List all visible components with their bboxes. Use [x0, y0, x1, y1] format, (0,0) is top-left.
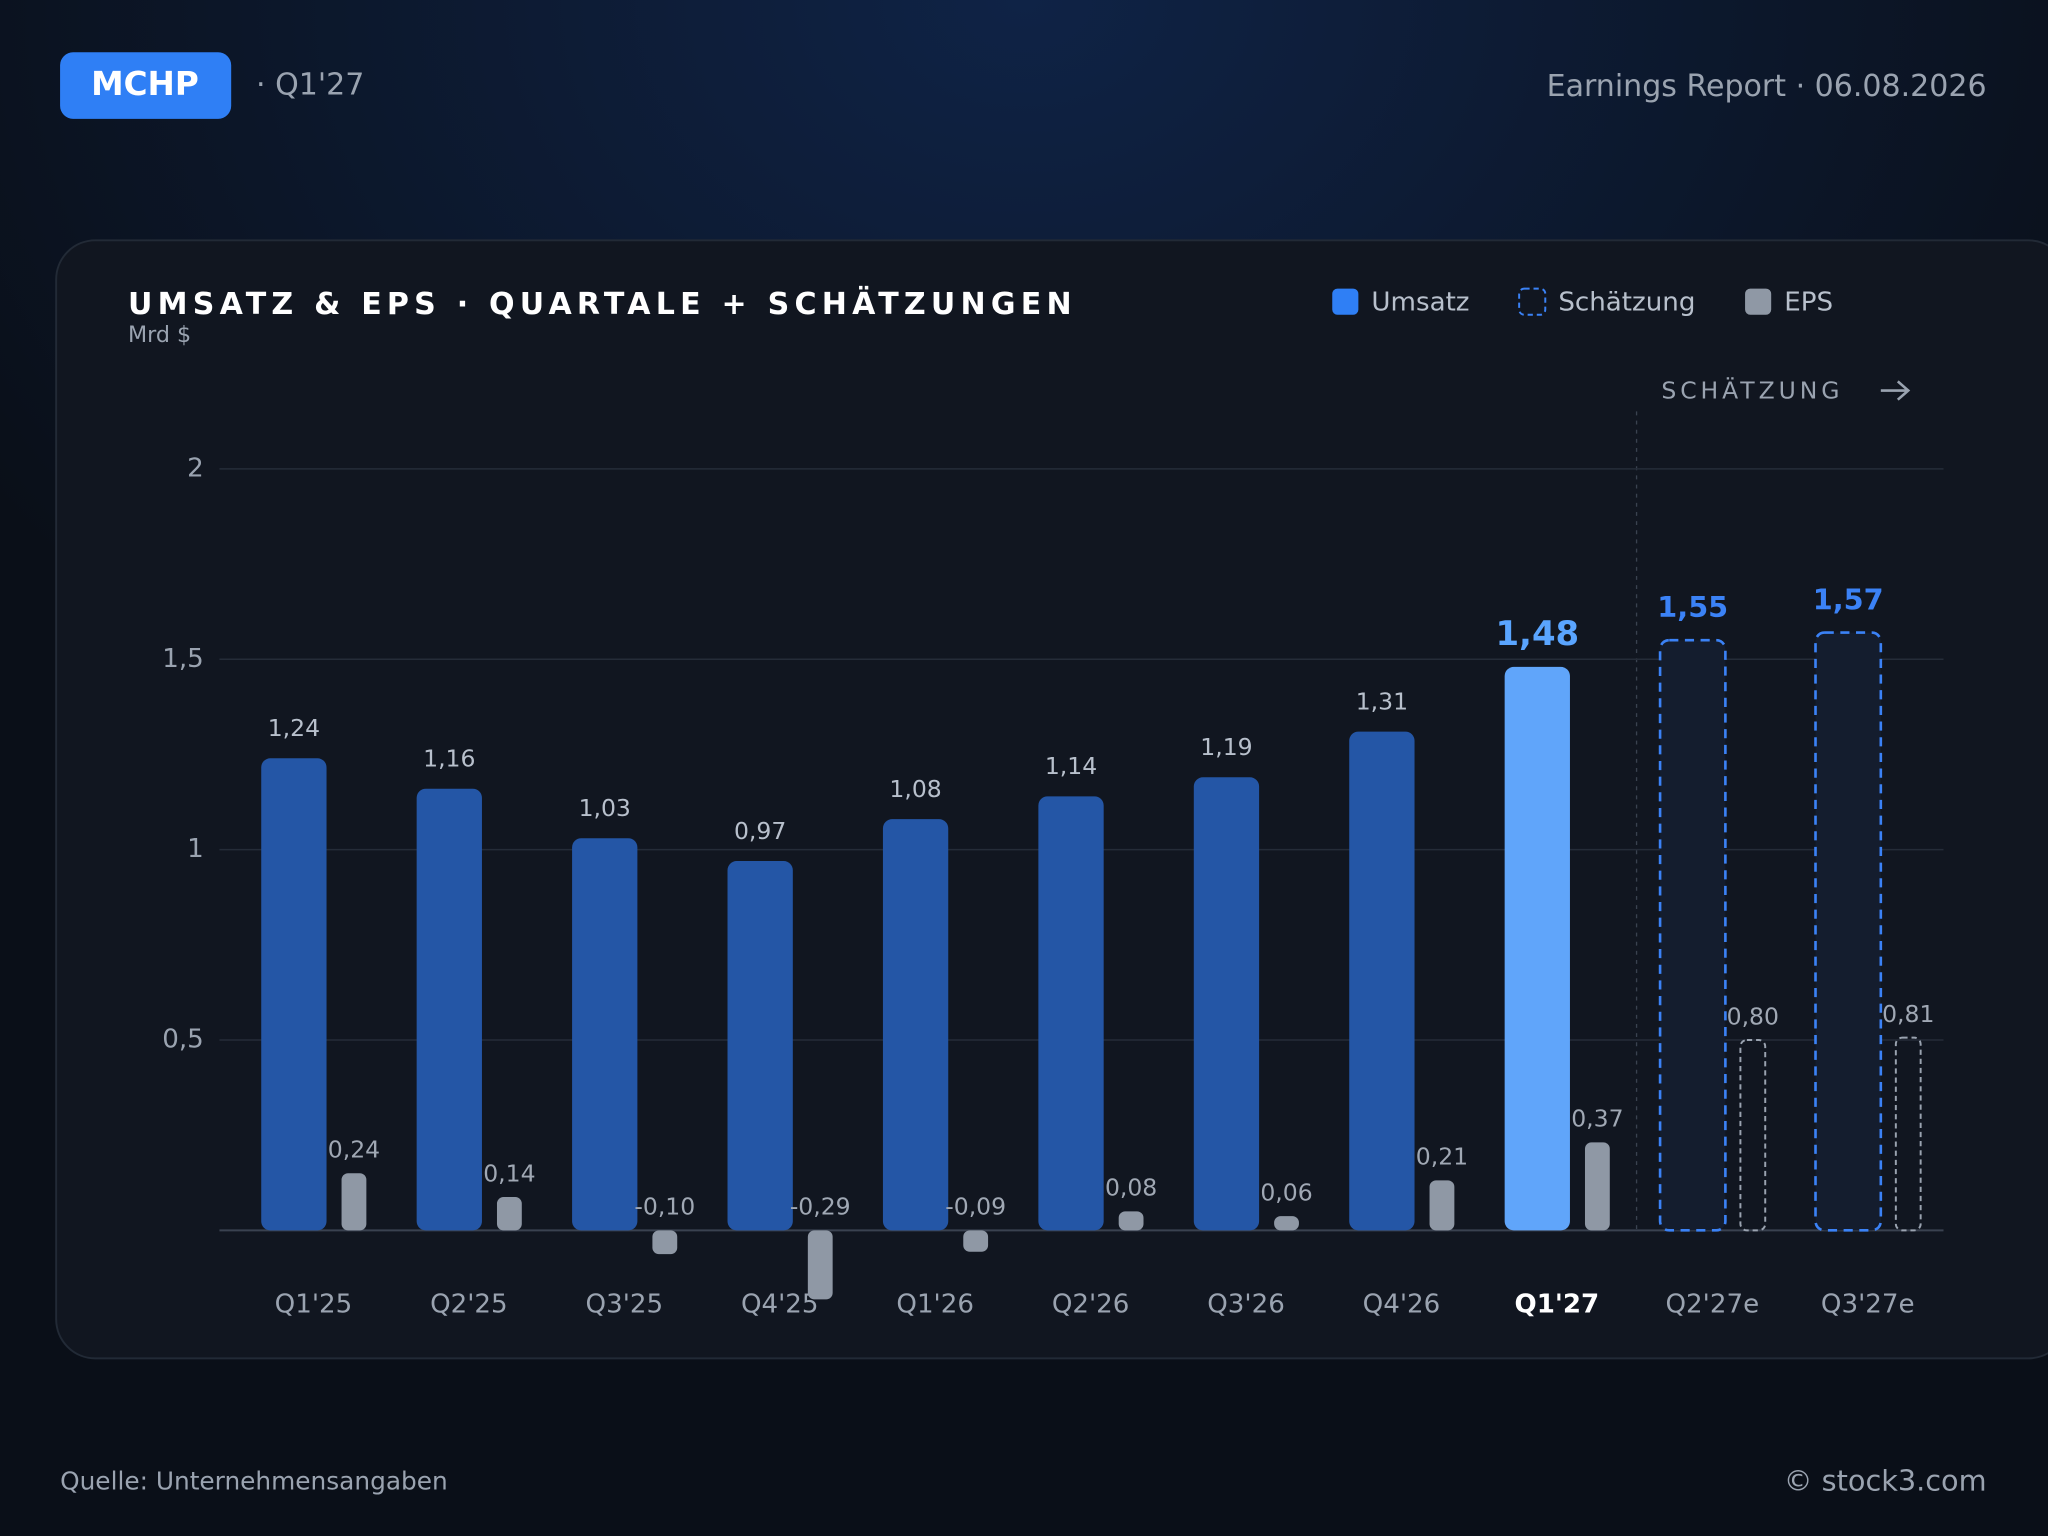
y-tick-label: 0,5 [162, 1025, 204, 1055]
value-label: 1,08 [889, 775, 941, 803]
eps-bar [1894, 1036, 1922, 1232]
legend-label: Schätzung [1558, 288, 1695, 318]
eps-bar [652, 1230, 678, 1255]
y-tick-label: 2 [187, 453, 204, 483]
copyright: © stock3.com [1784, 1463, 1987, 1497]
eps-bar [1739, 1039, 1767, 1232]
eps-label: 0,21 [1416, 1143, 1468, 1171]
revenue-bar [1504, 666, 1570, 1231]
eps-bar [496, 1197, 522, 1231]
chart-subtitle: Mrd $ [128, 322, 191, 348]
plot: 0,5 1 1,5 2 Umsatz Schätzung EPS Q1'25 1,24 0,24 Q… [162, 287, 1944, 1319]
revenue-bar [261, 758, 327, 1231]
estimate-bar [1658, 638, 1727, 1232]
value-label: 1,24 [268, 714, 320, 742]
x-tick-label: Q2'25 [430, 1289, 508, 1319]
eps-bar [1118, 1211, 1144, 1231]
source: Quelle: Unternehmensangaben [60, 1466, 448, 1495]
annotation-arrow [1880, 380, 1911, 401]
revenue-bar [1349, 731, 1415, 1231]
legend-label: Umsatz [1371, 288, 1469, 318]
eps-bar [807, 1230, 833, 1300]
revenue-bar [727, 861, 793, 1231]
value-label: 1,31 [1356, 687, 1408, 715]
eps-bar [1429, 1180, 1455, 1231]
legend-swatch [1745, 288, 1772, 315]
value-label: 1,03 [579, 794, 631, 822]
eps-label: 0,08 [1105, 1174, 1157, 1202]
value-label: 1,57 [1813, 582, 1884, 616]
eps-label: 0,81 [1882, 1000, 1934, 1028]
value-label: 1,16 [423, 744, 475, 772]
revenue-bar [416, 788, 482, 1231]
report-date: Earnings Report · 06.08.2026 [1547, 69, 1987, 104]
revenue-bar [882, 819, 949, 1231]
eps-label: 0,24 [328, 1136, 380, 1164]
revenue-bar [572, 838, 638, 1231]
x-tick-label: Q3'26 [1207, 1289, 1285, 1319]
x-tick-label: Q1'26 [896, 1289, 974, 1319]
x-tick-label: Q4'25 [741, 1289, 819, 1319]
revenue-bar [1038, 796, 1104, 1231]
chart-title: UMSATZ & EPS · QUARTALE + SCHÄTZUNGEN [128, 286, 1077, 322]
period: · Q1'27 [256, 68, 364, 103]
revenue-bar [1193, 777, 1260, 1231]
ticker-badge [60, 52, 232, 119]
eps-bar [1274, 1216, 1299, 1231]
x-tick-label: Q2'27e [1666, 1289, 1760, 1319]
eps-label: -0,29 [790, 1193, 851, 1221]
x-tick-label: Q1'27 [1515, 1289, 1600, 1319]
eps-label: 0,06 [1260, 1178, 1312, 1206]
estimate-annotation: SCHÄTZUNG [1661, 376, 1843, 404]
ticker: MCHP [91, 65, 199, 103]
eps-label: 0,14 [483, 1159, 535, 1187]
value-label: 1,19 [1200, 733, 1252, 761]
y-tick-label: 1 [187, 834, 204, 864]
x-tick-label: Q2'26 [1052, 1289, 1130, 1319]
x-tick-label: Q3'25 [586, 1289, 664, 1319]
x-tick-label: Q1'25 [275, 1289, 353, 1319]
x-tick-label: Q3'27e [1821, 1289, 1915, 1319]
legend-swatch [1518, 287, 1547, 316]
value-label: 1,55 [1657, 590, 1728, 624]
legend-label: EPS [1784, 288, 1833, 318]
eps-bar [341, 1173, 367, 1231]
eps-bar [1584, 1142, 1610, 1231]
y-tick-label: 1,5 [162, 644, 204, 674]
estimate-bar [1814, 631, 1883, 1232]
eps-bar [963, 1230, 989, 1252]
eps-label: 0,37 [1571, 1105, 1623, 1133]
x-tick-label: Q4'26 [1363, 1289, 1441, 1319]
value-label: 1,14 [1045, 752, 1097, 780]
eps-label: 0,80 [1727, 1002, 1779, 1030]
value-label: 1,48 [1495, 614, 1579, 654]
eps-label: -0,09 [945, 1193, 1006, 1221]
legend-swatch [1332, 288, 1359, 315]
value-label: 0,97 [734, 817, 786, 845]
eps-label: -0,10 [634, 1193, 695, 1221]
